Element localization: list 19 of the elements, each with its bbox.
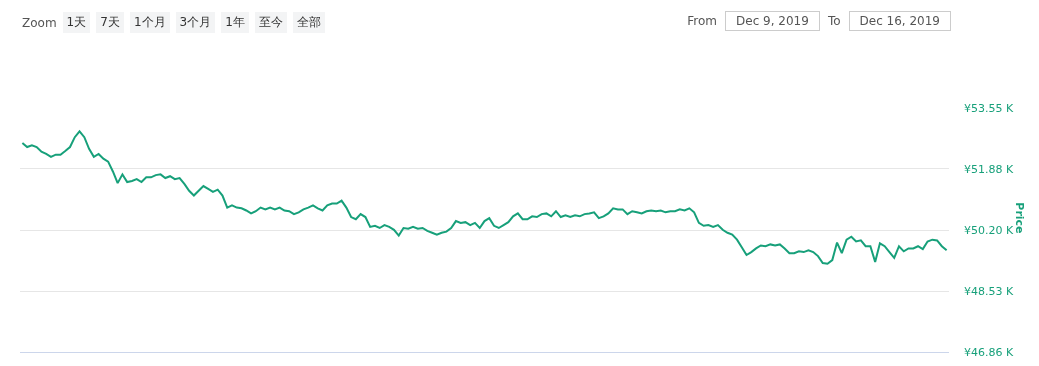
y-tick-label: ¥46.86 K [964,345,1014,359]
text: 全部 [292,12,325,33]
text: Dec 16, 2019 [848,11,951,31]
text: 3个月 [175,12,216,33]
y-tick-label: ¥50.20 K [964,224,1014,238]
text: 1个月 [129,12,170,33]
text: Zoom [22,15,57,30]
text: From [687,14,718,28]
text: To [827,14,841,28]
y-axis-title: Price [1013,202,1027,234]
y-tick-label: ¥53.55 K [964,101,1014,115]
text: Dec 9, 2019 [725,11,820,31]
y-tick-label: ¥48.53 K [964,284,1014,298]
y-tick-label: ¥51.88 K [964,162,1014,176]
text: 1年 [221,12,249,33]
line-series [21,130,948,265]
text: 1天 [62,12,91,33]
text: 至今 [254,12,287,33]
text: 7天 [96,12,124,33]
